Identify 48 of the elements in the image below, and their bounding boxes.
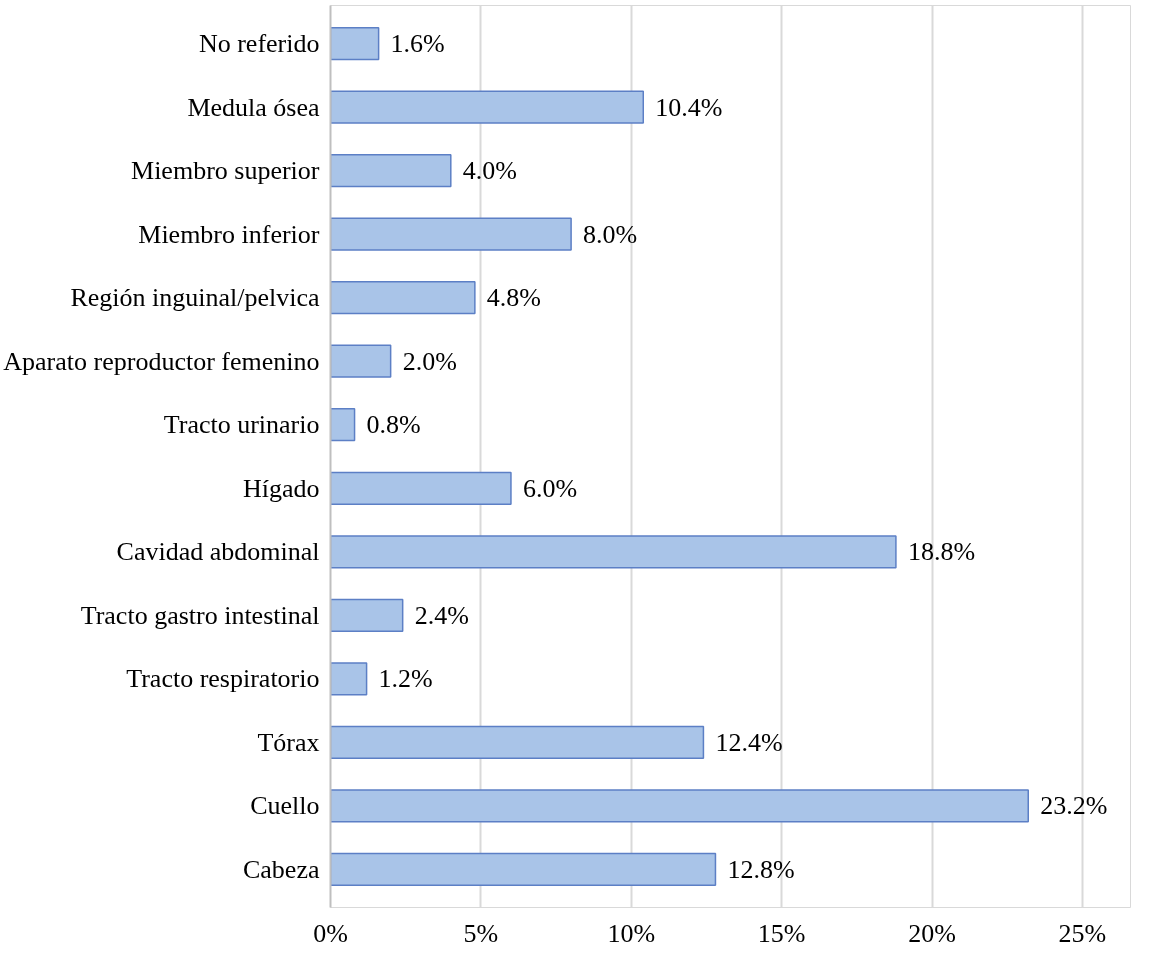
data-label: 10.4% — [655, 92, 723, 122]
y-tick-label: Cavidad abdominal — [116, 537, 320, 567]
y-tick-label: Cabeza — [243, 854, 320, 884]
data-label: 12.4% — [715, 727, 783, 757]
x-tick-label: 0% — [313, 918, 348, 948]
data-label: 8.0% — [583, 219, 638, 249]
y-tick-label: Tracto urinario — [163, 410, 320, 440]
data-label: 0.8% — [366, 410, 421, 440]
data-label: 1.2% — [378, 664, 433, 694]
bar — [330, 662, 368, 696]
bar — [330, 154, 452, 188]
y-tick-label: Tracto respiratorio — [126, 664, 320, 694]
y-tick-label: Aparato reproductor femenino — [3, 346, 320, 376]
y-tick-label: Región inguinal/pelvica — [70, 283, 320, 313]
y-tick-label: Tracto gastro intestinal — [80, 600, 320, 630]
bar — [330, 725, 705, 759]
bar — [330, 598, 404, 632]
bar — [330, 535, 897, 569]
bar — [330, 852, 717, 887]
x-tick-label: 25% — [1058, 918, 1107, 948]
x-tick-label: 10% — [607, 918, 656, 948]
y-tick-label: Hígado — [242, 473, 320, 503]
data-label: 12.8% — [727, 854, 795, 884]
data-label: 6.0% — [522, 473, 578, 503]
bar — [330, 344, 392, 378]
bar — [330, 281, 476, 315]
bar — [330, 26, 380, 61]
data-label: 1.6% — [390, 29, 445, 59]
x-tick-label: 15% — [757, 918, 806, 948]
data-label: 2.0% — [402, 346, 457, 376]
bar — [330, 90, 645, 124]
bar — [330, 471, 512, 505]
y-tick-label: Miembro superior — [131, 156, 320, 186]
data-label: 2.4% — [414, 600, 469, 630]
bar — [330, 217, 572, 251]
data-label: 23.2% — [1040, 791, 1108, 821]
y-tick-label: Miembro inferior — [138, 219, 320, 249]
x-tick-label: 5% — [463, 918, 499, 948]
data-label: 4.8% — [486, 283, 542, 313]
data-label: 4.0% — [462, 156, 517, 186]
bar — [330, 789, 1029, 823]
y-tick-label: Cuello — [250, 791, 320, 821]
y-tick-label: Medula ósea — [187, 92, 320, 122]
data-label: 18.8% — [907, 537, 976, 567]
x-tick-label: 20% — [908, 918, 956, 948]
bar — [330, 408, 356, 442]
y-tick-label: Tórax — [257, 727, 320, 757]
y-tick-label: No referido — [198, 29, 320, 59]
